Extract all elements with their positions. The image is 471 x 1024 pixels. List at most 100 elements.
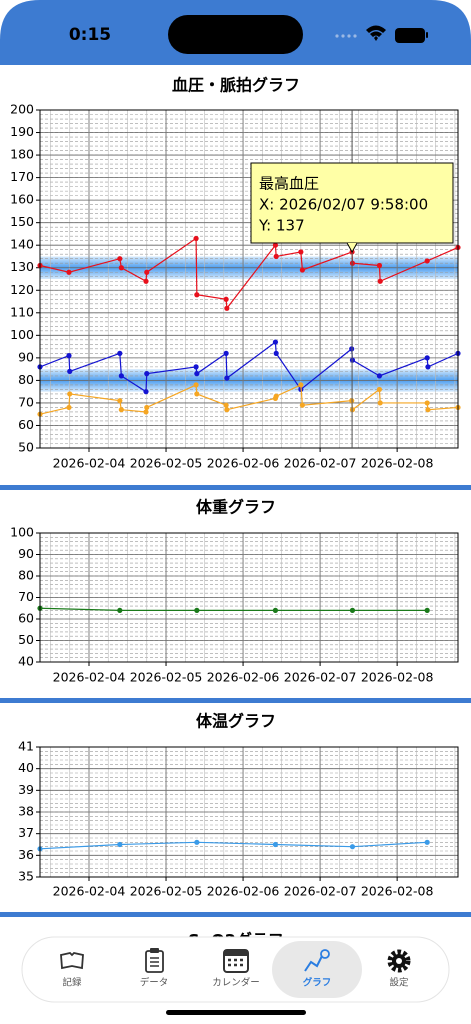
y-tick-label: 170 [10,169,34,184]
data-point [224,407,230,413]
data-point [194,391,200,397]
data-point [144,269,150,275]
x-tick-label: 2026-02-04 [53,884,126,899]
y-tick-label: 40 [18,760,34,775]
chart-title: 体重グラフ [196,498,276,517]
data-point [143,409,149,415]
tab-bar: 記録 データ カレンダー グラフ 設定 [21,936,450,1003]
plot-frame [39,532,459,663]
data-point [376,262,383,269]
data-point [194,292,200,298]
y-tick-label: 40 [18,654,34,669]
data-point [117,398,123,404]
data-point [66,404,72,411]
plot-frame [39,109,459,449]
y-tick-label: 90 [18,546,34,561]
y-tick-label: 200 [10,102,34,117]
data-point [194,371,200,377]
dynamic-island [168,15,303,54]
chart-title: 体温グラフ [196,712,276,731]
y-tick-label: 37 [18,825,34,840]
data-point [424,355,430,361]
data-point [424,400,430,406]
data-point [143,389,149,395]
data-point [193,382,199,388]
tab-selected-bg [272,941,362,998]
tab-label: 記録 [62,977,82,989]
data-point [272,607,279,614]
series-line [39,237,459,310]
data-point [349,844,356,850]
data-point [144,404,150,411]
y-tick-label: 41 [18,739,34,754]
x-tick-label: 2026-02-06 [207,456,280,471]
tooltip: 最高血圧 X: 2026/02/07 9:58:00 Y: 137 [250,162,454,253]
data-point [299,402,305,408]
data-point [67,368,73,374]
data-point [424,607,430,614]
data-point [376,386,383,393]
tab-record[interactable]: 記録 [60,952,84,989]
data-point [117,607,123,614]
tab-calendar[interactable]: カレンダー [212,949,260,989]
tooltip-title: 最高血圧 [259,175,319,193]
x-tick-label: 2026-02-08 [361,456,434,471]
data-point [143,278,149,284]
y-tick-label: 50 [18,632,34,647]
x-tick-label: 2026-02-04 [53,456,126,471]
data-point [67,391,73,397]
tab-settings[interactable]: 設定 [387,949,411,989]
home-indicator [166,1010,306,1015]
data-point [223,350,229,356]
tooltip-x: X: 2026/02/07 9:58:00 [259,196,428,214]
tab-bar-bg [21,936,450,1003]
tab-graph[interactable]: グラフ [303,949,332,989]
y-tick-label: 140 [10,237,34,252]
data-point [272,339,279,345]
chart-title: 血圧・脈拍グラフ [172,76,300,95]
data-point [349,607,356,614]
data-point [117,350,123,356]
y-tick-label: 36 [18,847,34,862]
y-tick-label: 160 [10,192,34,207]
data-point [118,373,124,379]
data-point [273,350,279,356]
tab-label: カレンダー [212,977,260,989]
y-tick-label: 38 [18,804,34,819]
data-point [194,839,200,845]
data-point [377,400,383,406]
data-point [193,364,199,370]
y-tick-label: 80 [18,568,34,583]
data-point [273,253,279,260]
y-tick-label: 100 [10,327,34,342]
x-tick-label: 2026-02-05 [130,670,203,685]
x-tick-label: 2026-02-07 [284,884,357,899]
data-point [376,373,383,379]
data-point [223,296,229,302]
y-tick-label: 35 [18,869,34,884]
series-line [39,384,459,415]
plot-frame [39,746,459,878]
data-point [299,267,305,273]
y-tick-label: 180 [10,147,34,162]
separator [0,912,471,917]
series-line [39,607,428,612]
data-point [117,841,123,848]
data-point [66,269,72,275]
data-point [118,265,124,271]
data-point [224,305,230,311]
y-tick-label: 110 [10,304,34,319]
tooltip-y: Y: 137 [258,217,305,235]
tab-data[interactable]: データ [140,948,169,989]
x-tick-label: 2026-02-05 [130,884,203,899]
series-line [39,841,428,850]
data-point [272,841,279,848]
data-point [425,364,431,370]
y-tick-label: 120 [10,282,34,297]
y-tick-label: 150 [10,214,34,229]
x-tick-label: 2026-02-06 [207,884,280,899]
y-tick-label: 70 [18,589,34,604]
x-tick-label: 2026-02-05 [130,456,203,471]
